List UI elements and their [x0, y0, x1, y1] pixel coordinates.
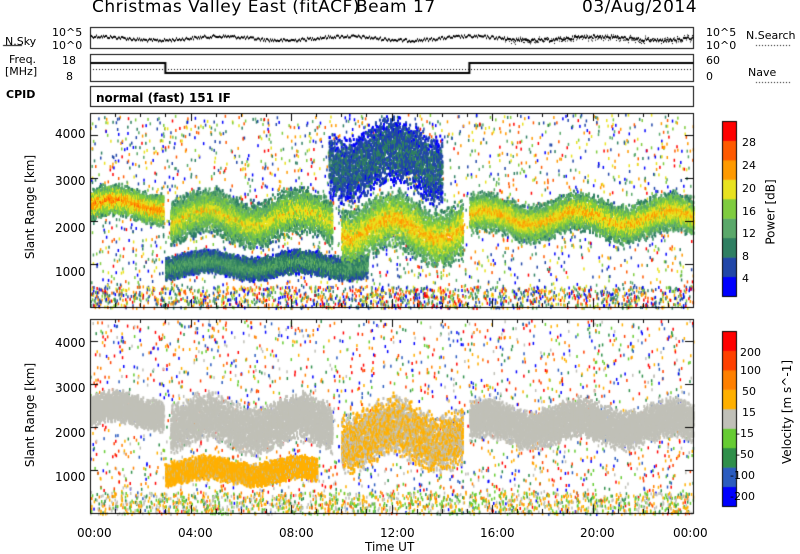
power-ylabel: Slant Range [km] [23, 154, 38, 260]
xtick-1600: 16:00 [480, 526, 515, 540]
velocity-ylabel: Slant Range [km] [23, 362, 38, 468]
xtick-2400: 00:00 [673, 526, 708, 540]
cpid-value: normal (fast) 151 IF [96, 91, 231, 105]
nave-tick-high: 60 [706, 54, 720, 67]
power-cbar-label: Power [dB] [763, 179, 778, 245]
vel-ytick-4000: 4000 [55, 336, 86, 350]
power-cbar-tick-16: 16 [742, 205, 756, 218]
vel-ytick-3000: 3000 [55, 381, 86, 395]
nsearch-label: N.Search [746, 29, 796, 42]
xtick-0800: 08:00 [279, 526, 314, 540]
vel-cbar-tick-50: 50 [742, 385, 756, 398]
nsearch-tick-high: 10^5 [706, 26, 737, 39]
power-cbar-tick-20: 20 [742, 182, 756, 195]
freq-label: Freq. [9, 53, 37, 66]
vel-cbar-tick-neg200: -200 [730, 490, 755, 503]
freq-unit: [MHz] [5, 65, 38, 78]
nsearch-tick-low: 10^0 [706, 39, 737, 52]
vel-ytick-2000: 2000 [55, 426, 86, 440]
nsky-label: N.Sky [5, 35, 37, 48]
power-ytick-1000: 1000 [55, 265, 86, 279]
power-cbar-tick-12: 12 [742, 227, 756, 240]
cpid-label: CPID [6, 88, 36, 101]
vel-cbar-tick-15: 15 [742, 406, 756, 419]
velocity-cbar-label: Velocity [m s^-1] [780, 359, 795, 465]
xtick-1200: 12:00 [380, 526, 415, 540]
vel-cbar-tick-neg50: -50 [736, 448, 754, 461]
nave-label: Nave [748, 66, 777, 79]
vel-cbar-tick-neg15: -15 [736, 427, 754, 440]
vel-cbar-tick-200: 200 [740, 346, 761, 359]
station-title: Christmas Valley East (fitACF) [92, 0, 360, 17]
freq-tick-high: 18 [62, 54, 76, 67]
freq-tick-low: 8 [66, 70, 73, 83]
power-cbar-tick-24: 24 [742, 159, 756, 172]
xtick-0400: 04:00 [178, 526, 213, 540]
power-ytick-2000: 2000 [55, 221, 86, 235]
power-ytick-3000: 3000 [55, 174, 86, 188]
power-cbar-tick-8: 8 [742, 250, 749, 263]
power-ytick-4000: 4000 [55, 127, 86, 141]
power-cbar-tick-4: 4 [742, 272, 749, 285]
vel-cbar-tick-neg100: -100 [730, 469, 755, 482]
xaxis-label: Time UT [365, 540, 415, 554]
xtick-2000: 20:00 [580, 526, 615, 540]
power-cbar-tick-28: 28 [742, 136, 756, 149]
vel-ytick-1000: 1000 [55, 470, 86, 484]
vel-cbar-tick-100: 100 [740, 364, 761, 377]
nsky-tick-low: 10^0 [52, 39, 83, 52]
nsky-tick-high: 10^5 [52, 26, 83, 39]
beam-label: Beam 17 [356, 0, 436, 17]
xtick-0000: 00:00 [77, 526, 112, 540]
date-label: 03/Aug/2014 [582, 0, 698, 17]
nave-tick-low: 0 [706, 70, 713, 83]
